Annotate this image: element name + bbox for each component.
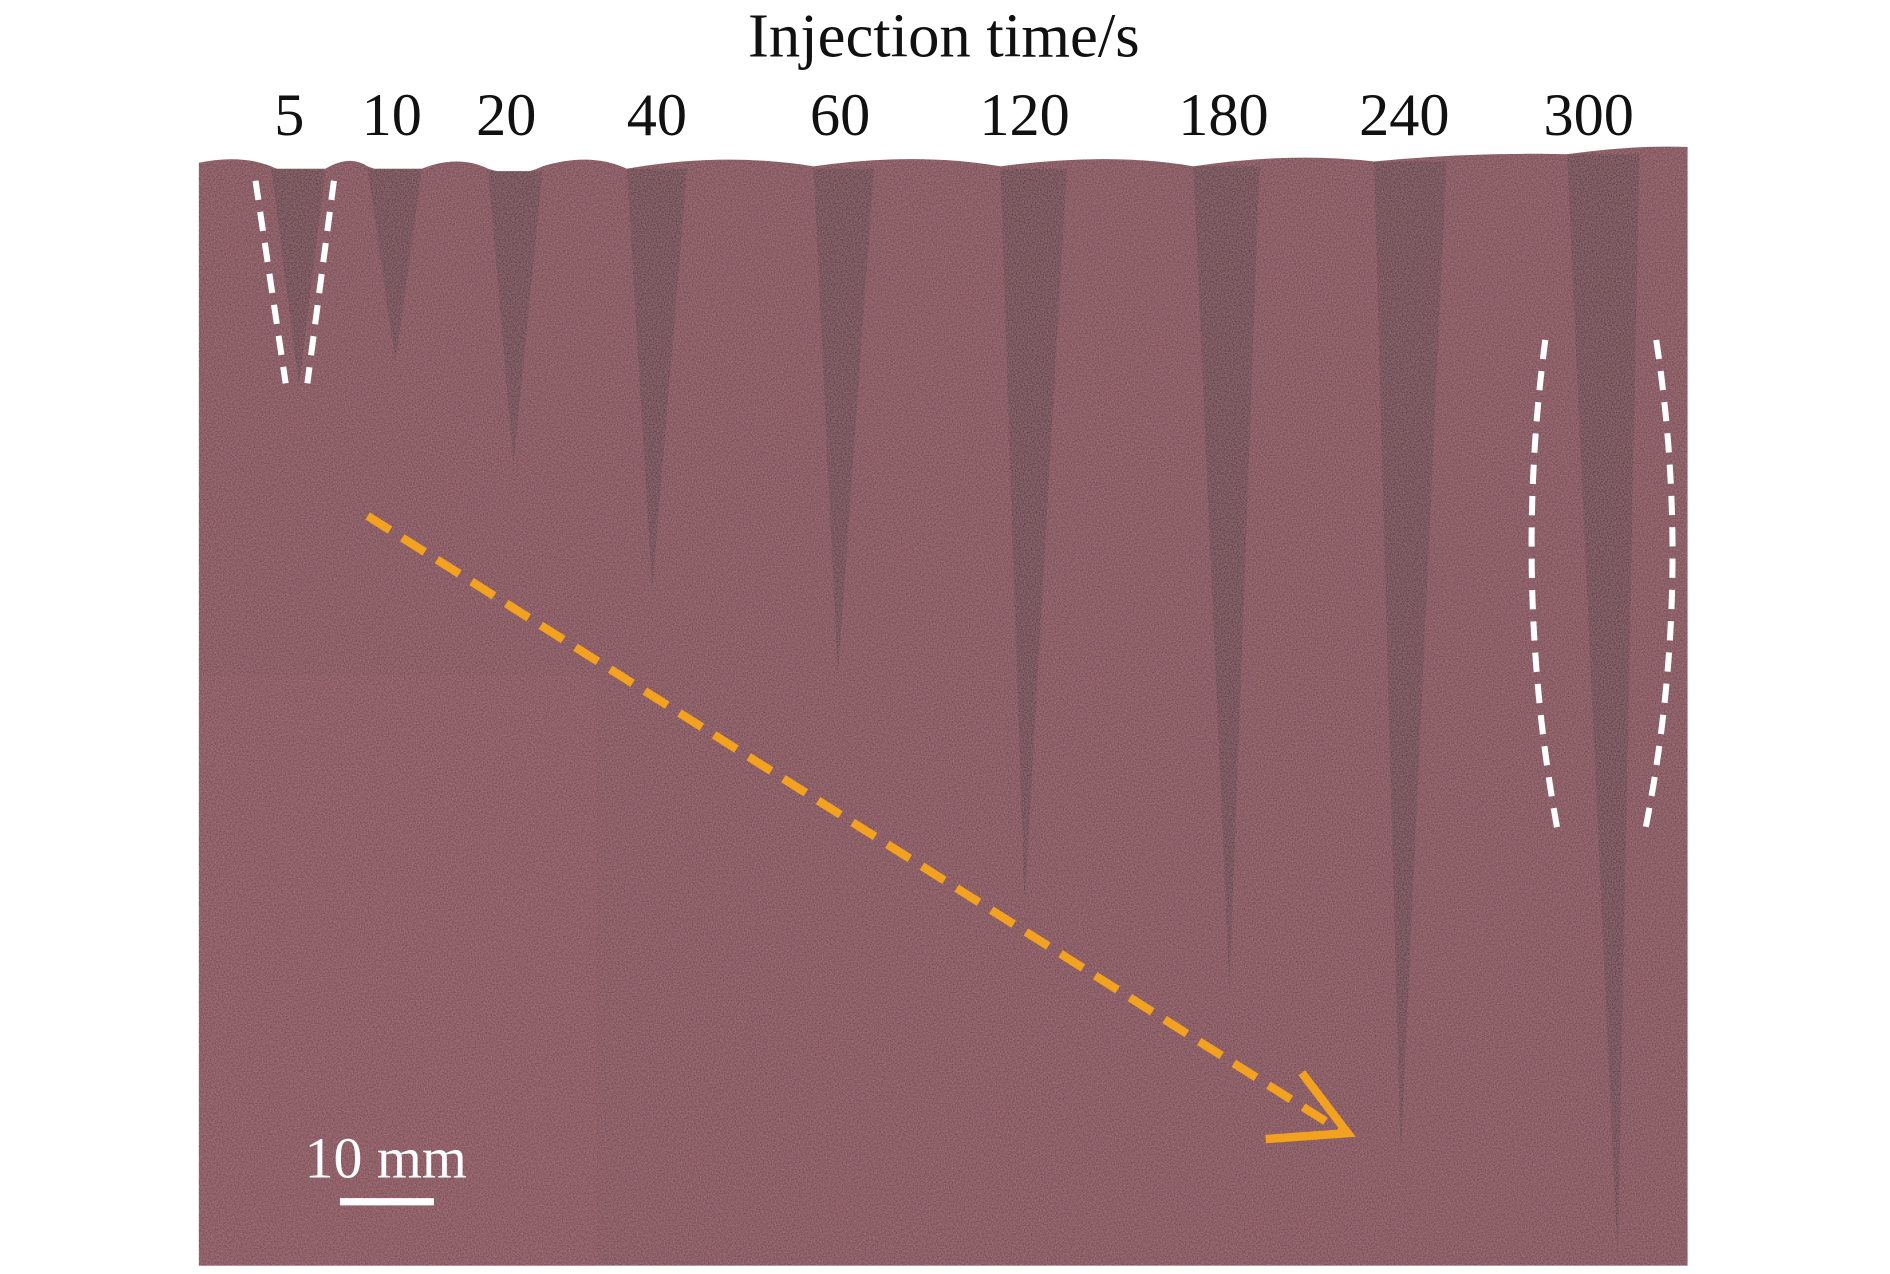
time-label: 20 bbox=[476, 82, 536, 149]
time-label: 10 bbox=[362, 82, 422, 149]
time-label: 240 bbox=[1359, 82, 1449, 149]
scaled-content: Injection time/s 5 10 20 40 60 120 180 240 300 1… bbox=[198, 1, 1688, 1266]
wedges bbox=[271, 154, 1640, 1260]
sample bbox=[198, 146, 1688, 1266]
time-label: 5 bbox=[274, 82, 304, 149]
time-label: 40 bbox=[627, 82, 687, 149]
light-region bbox=[198, 675, 597, 1266]
trend-arrow bbox=[365, 512, 1356, 1144]
time-label: 60 bbox=[810, 82, 870, 149]
time-label: 180 bbox=[1178, 82, 1268, 149]
time-label: 300 bbox=[1544, 82, 1634, 149]
scale-bar-label: 10 mm bbox=[305, 1126, 467, 1191]
title: Injection time/s bbox=[748, 1, 1140, 71]
time-label: 120 bbox=[979, 82, 1069, 149]
dashed-outlines bbox=[252, 180, 1676, 830]
time-labels: 5 10 20 40 60 120 180 240 300 bbox=[274, 82, 1634, 149]
